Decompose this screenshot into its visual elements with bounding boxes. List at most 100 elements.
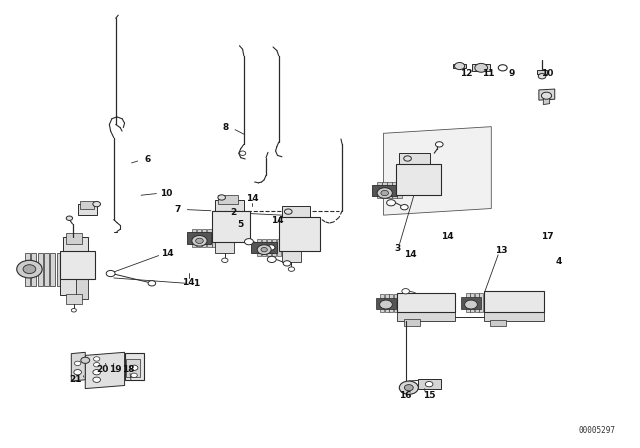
Bar — [419, 379, 440, 388]
Text: 14: 14 — [404, 250, 417, 258]
Bar — [76, 279, 88, 299]
Polygon shape — [539, 89, 555, 100]
Bar — [228, 217, 246, 240]
Bar — [192, 229, 196, 247]
Text: 14: 14 — [440, 232, 453, 241]
Bar — [60, 250, 95, 279]
Circle shape — [131, 365, 138, 370]
Bar — [63, 237, 88, 250]
Circle shape — [541, 92, 552, 99]
Circle shape — [401, 205, 408, 210]
Polygon shape — [71, 352, 85, 381]
Bar — [279, 217, 320, 250]
Circle shape — [66, 216, 72, 220]
Bar — [282, 250, 301, 262]
Circle shape — [106, 271, 115, 277]
Circle shape — [74, 370, 81, 375]
Polygon shape — [453, 64, 466, 68]
Text: 7: 7 — [174, 205, 180, 214]
Bar — [272, 239, 276, 256]
Bar — [187, 233, 211, 244]
Polygon shape — [543, 98, 550, 104]
Bar — [461, 297, 481, 309]
Circle shape — [268, 245, 275, 250]
Bar — [399, 153, 429, 164]
Circle shape — [23, 265, 36, 274]
Text: 14: 14 — [161, 249, 174, 258]
Text: 2: 2 — [230, 208, 236, 217]
Circle shape — [404, 384, 413, 391]
Text: 5: 5 — [237, 220, 244, 229]
Text: 18: 18 — [122, 365, 134, 374]
Circle shape — [268, 256, 276, 263]
Bar — [66, 294, 82, 304]
Bar — [77, 204, 97, 215]
Bar — [215, 200, 244, 211]
Text: 9: 9 — [508, 69, 515, 78]
Bar — [214, 214, 233, 233]
Bar — [267, 239, 271, 256]
Bar — [282, 206, 310, 217]
Bar — [382, 181, 387, 198]
Circle shape — [93, 357, 100, 361]
Polygon shape — [484, 312, 544, 321]
Bar — [488, 305, 515, 313]
Bar — [218, 195, 237, 204]
Circle shape — [257, 245, 271, 254]
Bar — [296, 224, 315, 248]
Bar — [212, 229, 216, 247]
Bar — [397, 181, 402, 198]
Bar — [389, 294, 393, 313]
Bar — [387, 181, 392, 198]
Circle shape — [17, 260, 42, 278]
Bar — [80, 201, 94, 208]
Bar — [484, 291, 544, 313]
Circle shape — [81, 357, 90, 363]
Bar — [257, 239, 261, 256]
Text: 10: 10 — [541, 69, 554, 78]
Circle shape — [380, 300, 392, 309]
Text: 14: 14 — [246, 194, 259, 203]
Circle shape — [465, 300, 477, 309]
Bar — [51, 253, 56, 286]
Bar — [31, 253, 36, 286]
Bar — [281, 222, 301, 242]
Polygon shape — [85, 352, 125, 388]
Circle shape — [402, 289, 410, 294]
Bar — [207, 229, 211, 247]
Polygon shape — [397, 312, 454, 321]
Bar — [401, 305, 427, 313]
Circle shape — [499, 65, 507, 71]
Circle shape — [377, 188, 392, 198]
Circle shape — [71, 309, 76, 312]
Bar — [44, 253, 49, 286]
Bar — [125, 353, 143, 380]
Circle shape — [131, 373, 137, 378]
Polygon shape — [537, 70, 547, 74]
Text: 14: 14 — [271, 216, 283, 225]
Circle shape — [148, 280, 156, 286]
Circle shape — [244, 239, 253, 245]
Text: 19: 19 — [109, 365, 122, 374]
Bar — [127, 359, 140, 377]
Text: 10: 10 — [160, 189, 173, 198]
Bar — [25, 253, 30, 286]
Text: 6: 6 — [144, 155, 150, 164]
Circle shape — [399, 381, 419, 394]
Circle shape — [454, 63, 465, 69]
Text: 4: 4 — [556, 257, 563, 266]
Circle shape — [192, 236, 207, 246]
Bar — [470, 293, 474, 313]
Circle shape — [284, 261, 291, 266]
Circle shape — [239, 151, 246, 155]
Circle shape — [93, 202, 100, 207]
Text: 8: 8 — [223, 123, 229, 132]
Circle shape — [435, 142, 443, 147]
Text: 16: 16 — [399, 391, 412, 400]
Circle shape — [426, 382, 433, 387]
Circle shape — [261, 247, 268, 252]
Bar — [377, 181, 381, 198]
Text: 12: 12 — [460, 69, 472, 78]
Circle shape — [475, 64, 488, 72]
Bar — [77, 253, 90, 277]
